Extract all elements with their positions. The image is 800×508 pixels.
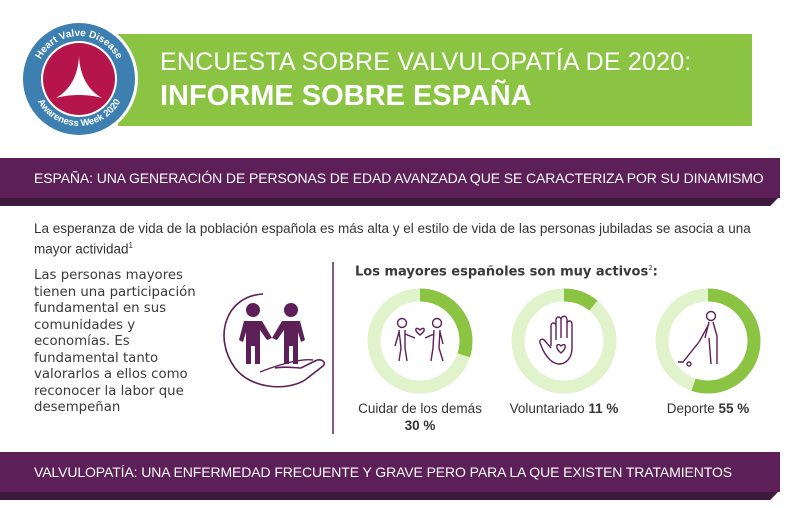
title-banner xyxy=(118,34,752,126)
title-line-2: INFORME SOBRE ESPAÑA xyxy=(160,80,532,112)
column-divider xyxy=(332,262,334,434)
hand-holding-people-icon xyxy=(223,293,326,388)
donut-value-arc xyxy=(367,288,473,394)
intro-text: La esperanza de vida de la población esp… xyxy=(34,221,751,257)
section-heading-band: ESPAÑA: UNA GENERACIÓN DE PERSONAS DE ED… xyxy=(0,158,780,206)
activities-title: Los mayores españoles son muy activos2: xyxy=(355,264,658,280)
donut-caring xyxy=(367,288,473,394)
valve-icon xyxy=(56,56,102,98)
activity-label-caring: Cuidar de los demás 30 % xyxy=(358,401,482,433)
section-heading: ESPAÑA: UNA GENERACIÓN DE PERSONAS DE ED… xyxy=(34,170,764,186)
golfer-icon xyxy=(678,310,718,367)
donut-volunteering xyxy=(511,288,617,394)
activity-label-sport: Deporte 55 % xyxy=(666,401,750,416)
donut-value-arc xyxy=(511,288,617,394)
title-line-1: ENCUESTA SOBRE VALVULOPATÍA DE 2020: xyxy=(160,48,692,76)
section-heading-band: VALVULOPATÍA: UNA ENFERMEDAD FRECUENTE Y… xyxy=(0,452,780,500)
donut-sport xyxy=(655,288,761,394)
donut-track xyxy=(511,288,617,394)
elderly-role-paragraph: Las personas mayores tienen una particip… xyxy=(34,268,196,415)
people-sharing-heart-icon xyxy=(394,317,444,362)
section-heading: VALVULOPATÍA: UNA ENFERMEDAD FRECUENTE Y… xyxy=(34,464,732,480)
hand-heart-icon xyxy=(539,315,573,365)
activity-label-volunteering: Voluntariado 11 % xyxy=(509,401,619,416)
donut-value-arc xyxy=(655,288,761,394)
awareness-week-logo: Heart Valve Disease Awareness Week 2020 xyxy=(20,20,138,138)
